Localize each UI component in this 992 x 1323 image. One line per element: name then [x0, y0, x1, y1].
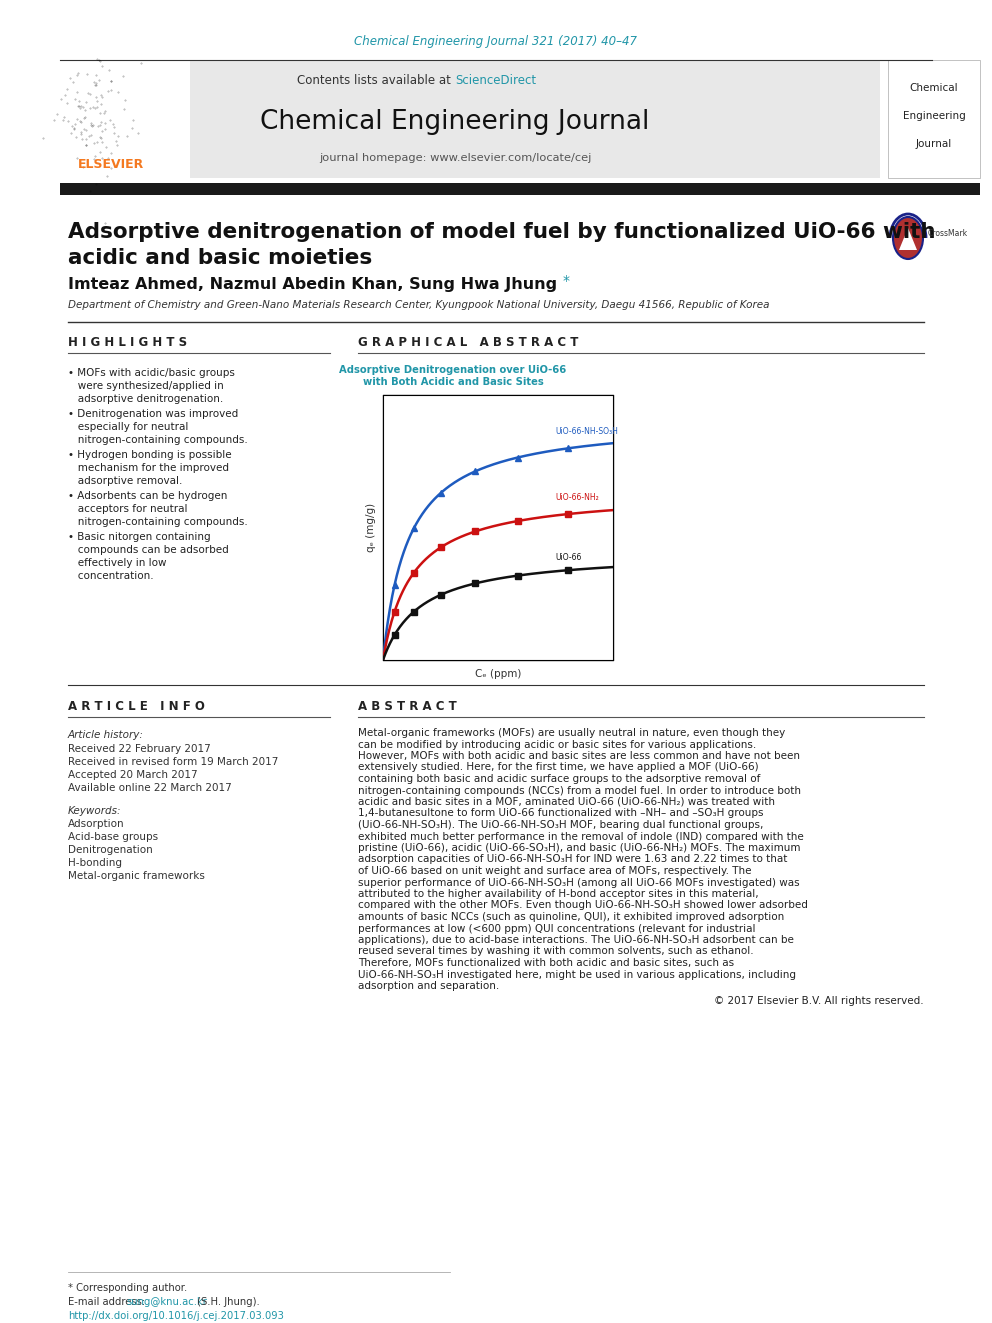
Text: • Basic nitorgen containing: • Basic nitorgen containing	[68, 532, 210, 542]
Text: A R T I C L E   I N F O: A R T I C L E I N F O	[68, 700, 205, 713]
Text: Journal: Journal	[916, 139, 952, 149]
Text: of UiO-66 based on unit weight and surface area of MOFs, respectively. The: of UiO-66 based on unit weight and surfa…	[358, 867, 752, 876]
Text: However, MOFs with both acidic and basic sites are less common and have not been: However, MOFs with both acidic and basic…	[358, 751, 800, 761]
Text: E-mail address:: E-mail address:	[68, 1297, 148, 1307]
Bar	[60, 183, 980, 194]
Text: Adsorption: Adsorption	[68, 819, 125, 830]
Text: compounds can be adsorbed: compounds can be adsorbed	[68, 545, 229, 556]
Text: nitrogen-containing compounds.: nitrogen-containing compounds.	[68, 435, 248, 445]
Text: ScienceDirect: ScienceDirect	[455, 74, 536, 86]
Text: Available online 22 March 2017: Available online 22 March 2017	[68, 783, 232, 792]
Text: Adsorptive denitrogenation of model fuel by functionalized UiO-66 with: Adsorptive denitrogenation of model fuel…	[68, 222, 935, 242]
Bar	[888, 60, 980, 179]
Text: Metal-organic frameworks: Metal-organic frameworks	[68, 871, 205, 881]
Text: with Both Acidic and Basic Sites: with Both Acidic and Basic Sites	[363, 377, 544, 388]
Text: * Corresponding author.: * Corresponding author.	[68, 1283, 187, 1293]
Text: adsorption and separation.: adsorption and separation.	[358, 980, 499, 991]
Text: G R A P H I C A L   A B S T R A C T: G R A P H I C A L A B S T R A C T	[358, 336, 578, 349]
Text: performances at low (<600 ppm) QUI concentrations (relevant for industrial: performances at low (<600 ppm) QUI conce…	[358, 923, 756, 934]
Text: *: *	[563, 274, 570, 288]
Text: Accepted 20 March 2017: Accepted 20 March 2017	[68, 770, 197, 781]
Text: acidic and basic sites in a MOF, aminated UiO-66 (UiO-66-NH₂) was treated with: acidic and basic sites in a MOF, aminate…	[358, 796, 775, 807]
Text: Adsorptive Denitrogenation over UiO-66: Adsorptive Denitrogenation over UiO-66	[339, 365, 566, 374]
Text: especially for neutral: especially for neutral	[68, 422, 188, 433]
Text: Department of Chemistry and Green-Nano Materials Research Center, Kyungpook Nati: Department of Chemistry and Green-Nano M…	[68, 300, 770, 310]
Text: nitrogen-containing compounds (NCCs) from a model fuel. In order to introduce bo: nitrogen-containing compounds (NCCs) fro…	[358, 786, 801, 795]
Text: (UiO-66-NH-SO₃H). The UiO-66-NH-SO₃H MOF, bearing dual functional groups,: (UiO-66-NH-SO₃H). The UiO-66-NH-SO₃H MOF…	[358, 820, 764, 830]
Text: © 2017 Elsevier B.V. All rights reserved.: © 2017 Elsevier B.V. All rights reserved…	[714, 996, 924, 1007]
Text: reused several times by washing it with common solvents, such as ethanol.: reused several times by washing it with …	[358, 946, 754, 957]
Ellipse shape	[893, 217, 923, 259]
Text: adsorptive removal.: adsorptive removal.	[68, 476, 183, 486]
Text: pristine (UiO-66), acidic (UiO-66-SO₃H), and basic (UiO-66-NH₂) MOFs. The maximu: pristine (UiO-66), acidic (UiO-66-SO₃H),…	[358, 843, 801, 853]
Text: ELSEVIER: ELSEVIER	[78, 159, 144, 172]
Text: UiO-66-NH-SO₃H investigated here, might be used in various applications, includi: UiO-66-NH-SO₃H investigated here, might …	[358, 970, 796, 979]
Text: • MOFs with acidic/basic groups: • MOFs with acidic/basic groups	[68, 368, 235, 378]
Text: Therefore, MOFs functionalized with both acidic and basic sites, such as: Therefore, MOFs functionalized with both…	[358, 958, 734, 968]
Bar	[383, 396, 613, 660]
Text: Metal-organic frameworks (MOFs) are usually neutral in nature, even though they: Metal-organic frameworks (MOFs) are usua…	[358, 728, 786, 738]
Text: superior performance of UiO-66-NH-SO₃H (among all UiO-66 MOFs investigated) was: superior performance of UiO-66-NH-SO₃H (…	[358, 877, 800, 888]
Bar	[60, 60, 190, 179]
Text: • Hydrogen bonding is possible: • Hydrogen bonding is possible	[68, 450, 231, 460]
Text: Contents lists available at: Contents lists available at	[298, 74, 455, 86]
Text: concentration.: concentration.	[68, 572, 154, 581]
Text: qₑ (mg/g): qₑ (mg/g)	[366, 503, 376, 552]
Text: Chemical Engineering Journal: Chemical Engineering Journal	[260, 108, 650, 135]
Text: Imteaz Ahmed, Nazmul Abedin Khan, Sung Hwa Jhung: Imteaz Ahmed, Nazmul Abedin Khan, Sung H…	[68, 278, 558, 292]
Text: • Denitrogenation was improved: • Denitrogenation was improved	[68, 409, 238, 419]
Text: extensively studied. Here, for the first time, we have applied a MOF (UiO-66): extensively studied. Here, for the first…	[358, 762, 759, 773]
Text: were synthesized/applied in: were synthesized/applied in	[68, 381, 224, 392]
Text: Article history:: Article history:	[68, 730, 144, 740]
Text: journal homepage: www.elsevier.com/locate/cej: journal homepage: www.elsevier.com/locat…	[318, 153, 591, 163]
Text: H I G H L I G H T S: H I G H L I G H T S	[68, 336, 187, 349]
Text: Cₑ (ppm): Cₑ (ppm)	[475, 669, 521, 679]
Text: Received in revised form 19 March 2017: Received in revised form 19 March 2017	[68, 757, 279, 767]
Text: can be modified by introducing acidic or basic sites for various applications.: can be modified by introducing acidic or…	[358, 740, 756, 750]
Text: (S.H. Jhung).: (S.H. Jhung).	[194, 1297, 260, 1307]
Text: A B S T R A C T: A B S T R A C T	[358, 700, 456, 713]
Text: containing both basic and acidic surface groups to the adsorptive removal of: containing both basic and acidic surface…	[358, 774, 761, 785]
Text: mechanism for the improved: mechanism for the improved	[68, 463, 229, 474]
Text: 1,4-butanesultone to form UiO-66 functionalized with –NH– and –SO₃H groups: 1,4-butanesultone to form UiO-66 functio…	[358, 808, 764, 819]
Text: Engineering: Engineering	[903, 111, 965, 120]
Text: nitrogen-containing compounds.: nitrogen-containing compounds.	[68, 517, 248, 527]
Text: Acid-base groups: Acid-base groups	[68, 832, 158, 841]
Polygon shape	[899, 228, 917, 250]
Text: compared with the other MOFs. Even though UiO-66-NH-SO₃H showed lower adsorbed: compared with the other MOFs. Even thoug…	[358, 901, 807, 910]
Text: adsorption capacities of UiO-66-NH-SO₃H for IND were 1.63 and 2.22 times to that: adsorption capacities of UiO-66-NH-SO₃H …	[358, 855, 788, 864]
Text: exhibited much better performance in the removal of indole (IND) compared with t: exhibited much better performance in the…	[358, 831, 804, 841]
Text: Received 22 February 2017: Received 22 February 2017	[68, 744, 210, 754]
Text: http://dx.doi.org/10.1016/j.cej.2017.03.093: http://dx.doi.org/10.1016/j.cej.2017.03.…	[68, 1311, 284, 1320]
Text: Keywords:: Keywords:	[68, 806, 121, 816]
Text: Chemical: Chemical	[910, 83, 958, 93]
Text: adsorptive denitrogenation.: adsorptive denitrogenation.	[68, 394, 223, 404]
Text: amounts of basic NCCs (such as quinoline, QUI), it exhibited improved adsorption: amounts of basic NCCs (such as quinoline…	[358, 912, 785, 922]
Text: Denitrogenation: Denitrogenation	[68, 845, 153, 855]
Text: acidic and basic moieties: acidic and basic moieties	[68, 247, 372, 269]
Text: attributed to the higher availability of H-bond acceptor sites in this material,: attributed to the higher availability of…	[358, 889, 759, 900]
Text: effectively in low: effectively in low	[68, 558, 167, 568]
Text: acceptors for neutral: acceptors for neutral	[68, 504, 187, 515]
Text: CrossMark: CrossMark	[928, 229, 968, 238]
Bar	[60, 60, 880, 179]
Text: sung@knu.ac.kr: sung@knu.ac.kr	[126, 1297, 207, 1307]
Text: H-bonding: H-bonding	[68, 859, 122, 868]
Text: applications), due to acid-base interactions. The UiO-66-NH-SO₃H adsorbent can b: applications), due to acid-base interact…	[358, 935, 794, 945]
Text: • Adsorbents can be hydrogen: • Adsorbents can be hydrogen	[68, 491, 227, 501]
Text: Chemical Engineering Journal 321 (2017) 40–47: Chemical Engineering Journal 321 (2017) …	[354, 36, 638, 49]
